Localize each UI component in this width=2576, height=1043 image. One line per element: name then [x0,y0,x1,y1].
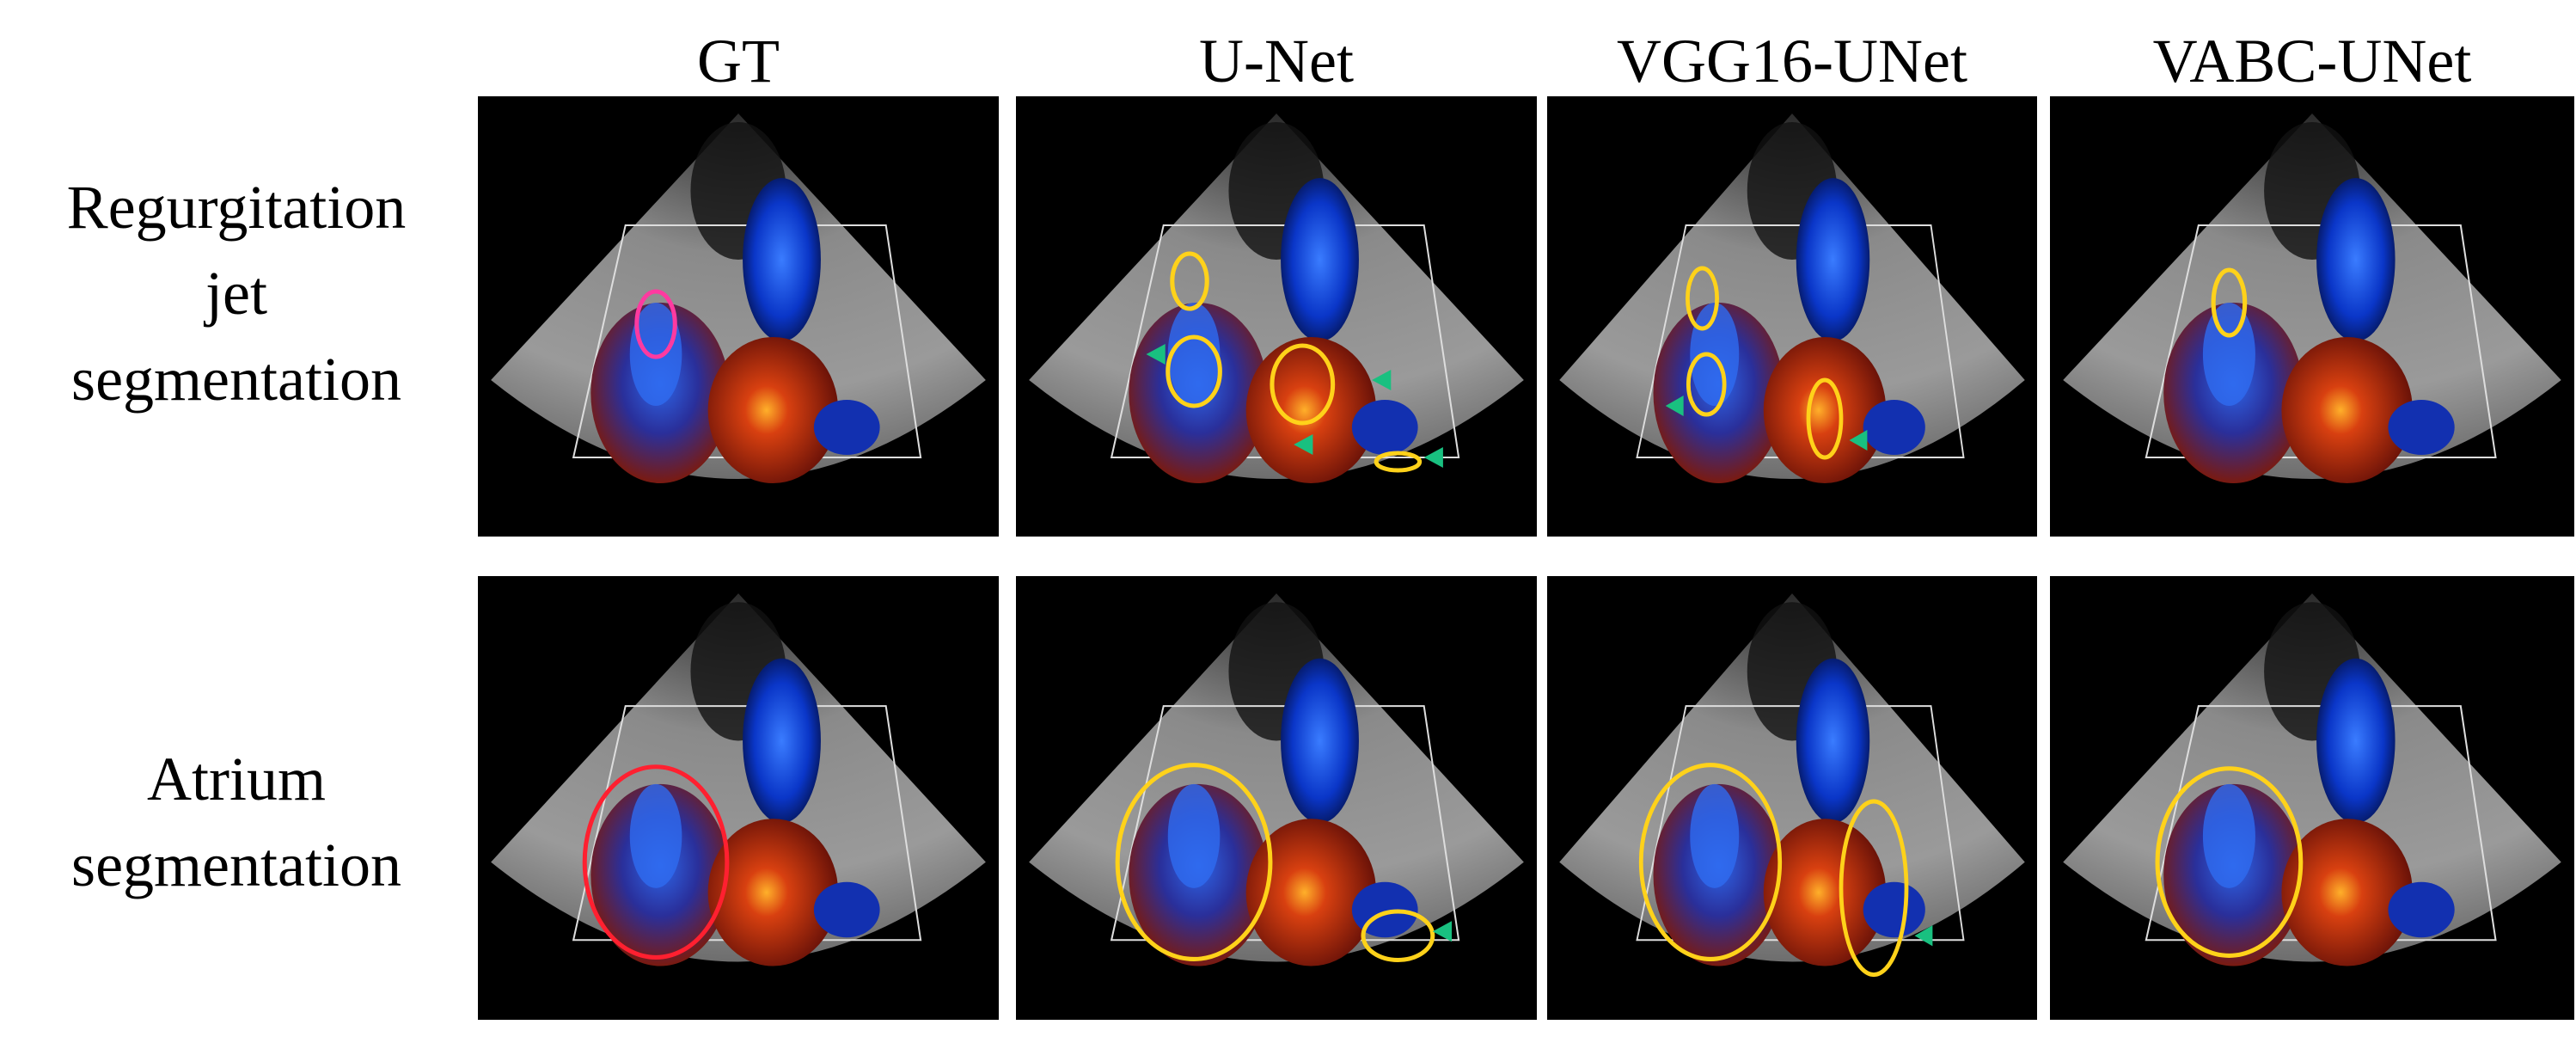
arrow-marker [1665,396,1684,416]
echo-panel [1016,576,1537,1020]
row-label: Atrium [147,745,326,813]
echo-image [2050,576,2574,1020]
contour [582,764,730,960]
column-header: GT [697,27,780,95]
echo-image [1016,96,1537,537]
echo-panel [2050,576,2574,1020]
echo-panel [2050,96,2574,537]
echo-panel [1016,96,1537,537]
arrow-marker [1294,434,1313,455]
arrow-marker [1372,370,1392,390]
contour [1686,266,1719,331]
echo-panel [1547,576,2037,1020]
contour [1374,451,1423,473]
contour [1270,343,1336,426]
echo-image [1547,96,2037,537]
row-label: segmentation [71,345,401,414]
contour [1361,909,1435,962]
echo-panel [478,96,999,537]
echo-image [478,576,999,1020]
contour [2155,766,2304,958]
echo-image [1016,576,1537,1020]
arrow-marker [1423,447,1443,468]
column-header: VGG16-UNet [1617,27,1967,95]
arrow-marker [1146,344,1166,365]
echo-image [1547,576,2037,1020]
row-label: Regurgitation [67,173,407,242]
arrow-marker [1849,430,1868,451]
contour [1638,763,1783,961]
contour [1170,251,1209,311]
row-label: jet [203,259,267,328]
contour [1686,352,1727,417]
contour [1839,799,1909,978]
contour [2211,267,2248,338]
column-header: U-Net [1199,27,1354,95]
contour [1806,377,1844,460]
row-label: segmentation [71,831,401,899]
echo-panel [1547,96,2037,537]
arrow-marker [1432,921,1453,942]
contour [1115,763,1273,961]
echo-panel [478,576,999,1020]
echo-image [478,96,999,537]
contour [1166,334,1222,408]
contour [634,289,677,359]
column-header: VABC-UNet [2153,27,2472,95]
arrow-marker [1914,925,1933,947]
echo-image [2050,96,2574,537]
